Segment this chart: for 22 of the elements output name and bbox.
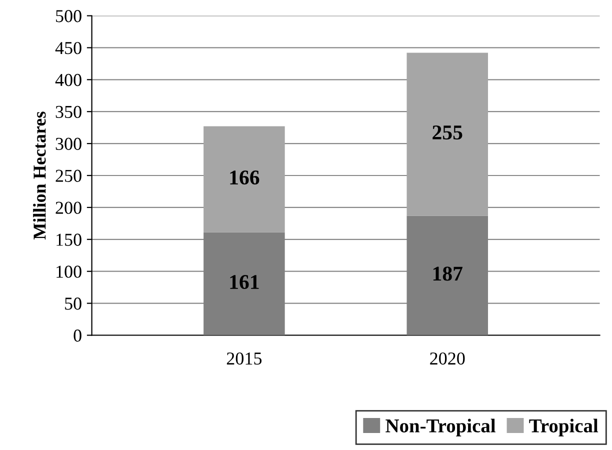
y-tick-label: 300 (56, 138, 82, 150)
y-tick-label: 250 (56, 170, 82, 182)
data-label: 166 (230, 170, 260, 185)
legend-label: Non-Tropical (386, 418, 496, 436)
x-tick-label: 2020 (430, 352, 465, 365)
y-tick-label: 400 (55, 74, 82, 86)
y-axis-title: Million Hectares (33, 112, 46, 240)
y-tick-label: 450 (55, 42, 82, 54)
data-label: 255 (432, 126, 462, 140)
data-label: 161 (230, 275, 259, 290)
y-tick-label: 100 (56, 266, 82, 278)
y-tick-label: 350 (56, 106, 82, 118)
y-tick-label: 500 (56, 10, 82, 22)
y-tick-label: 50 (65, 298, 82, 310)
y-tick-label: 150 (56, 234, 82, 246)
x-tick-label: 2015 (226, 352, 262, 365)
y-tick-label: 200 (56, 202, 82, 214)
bar (204, 126, 285, 232)
bar (406, 52, 488, 216)
legend-label: Tropical (529, 418, 598, 436)
data-label: 187 (433, 266, 462, 281)
y-tick-label: 0 (74, 330, 82, 342)
